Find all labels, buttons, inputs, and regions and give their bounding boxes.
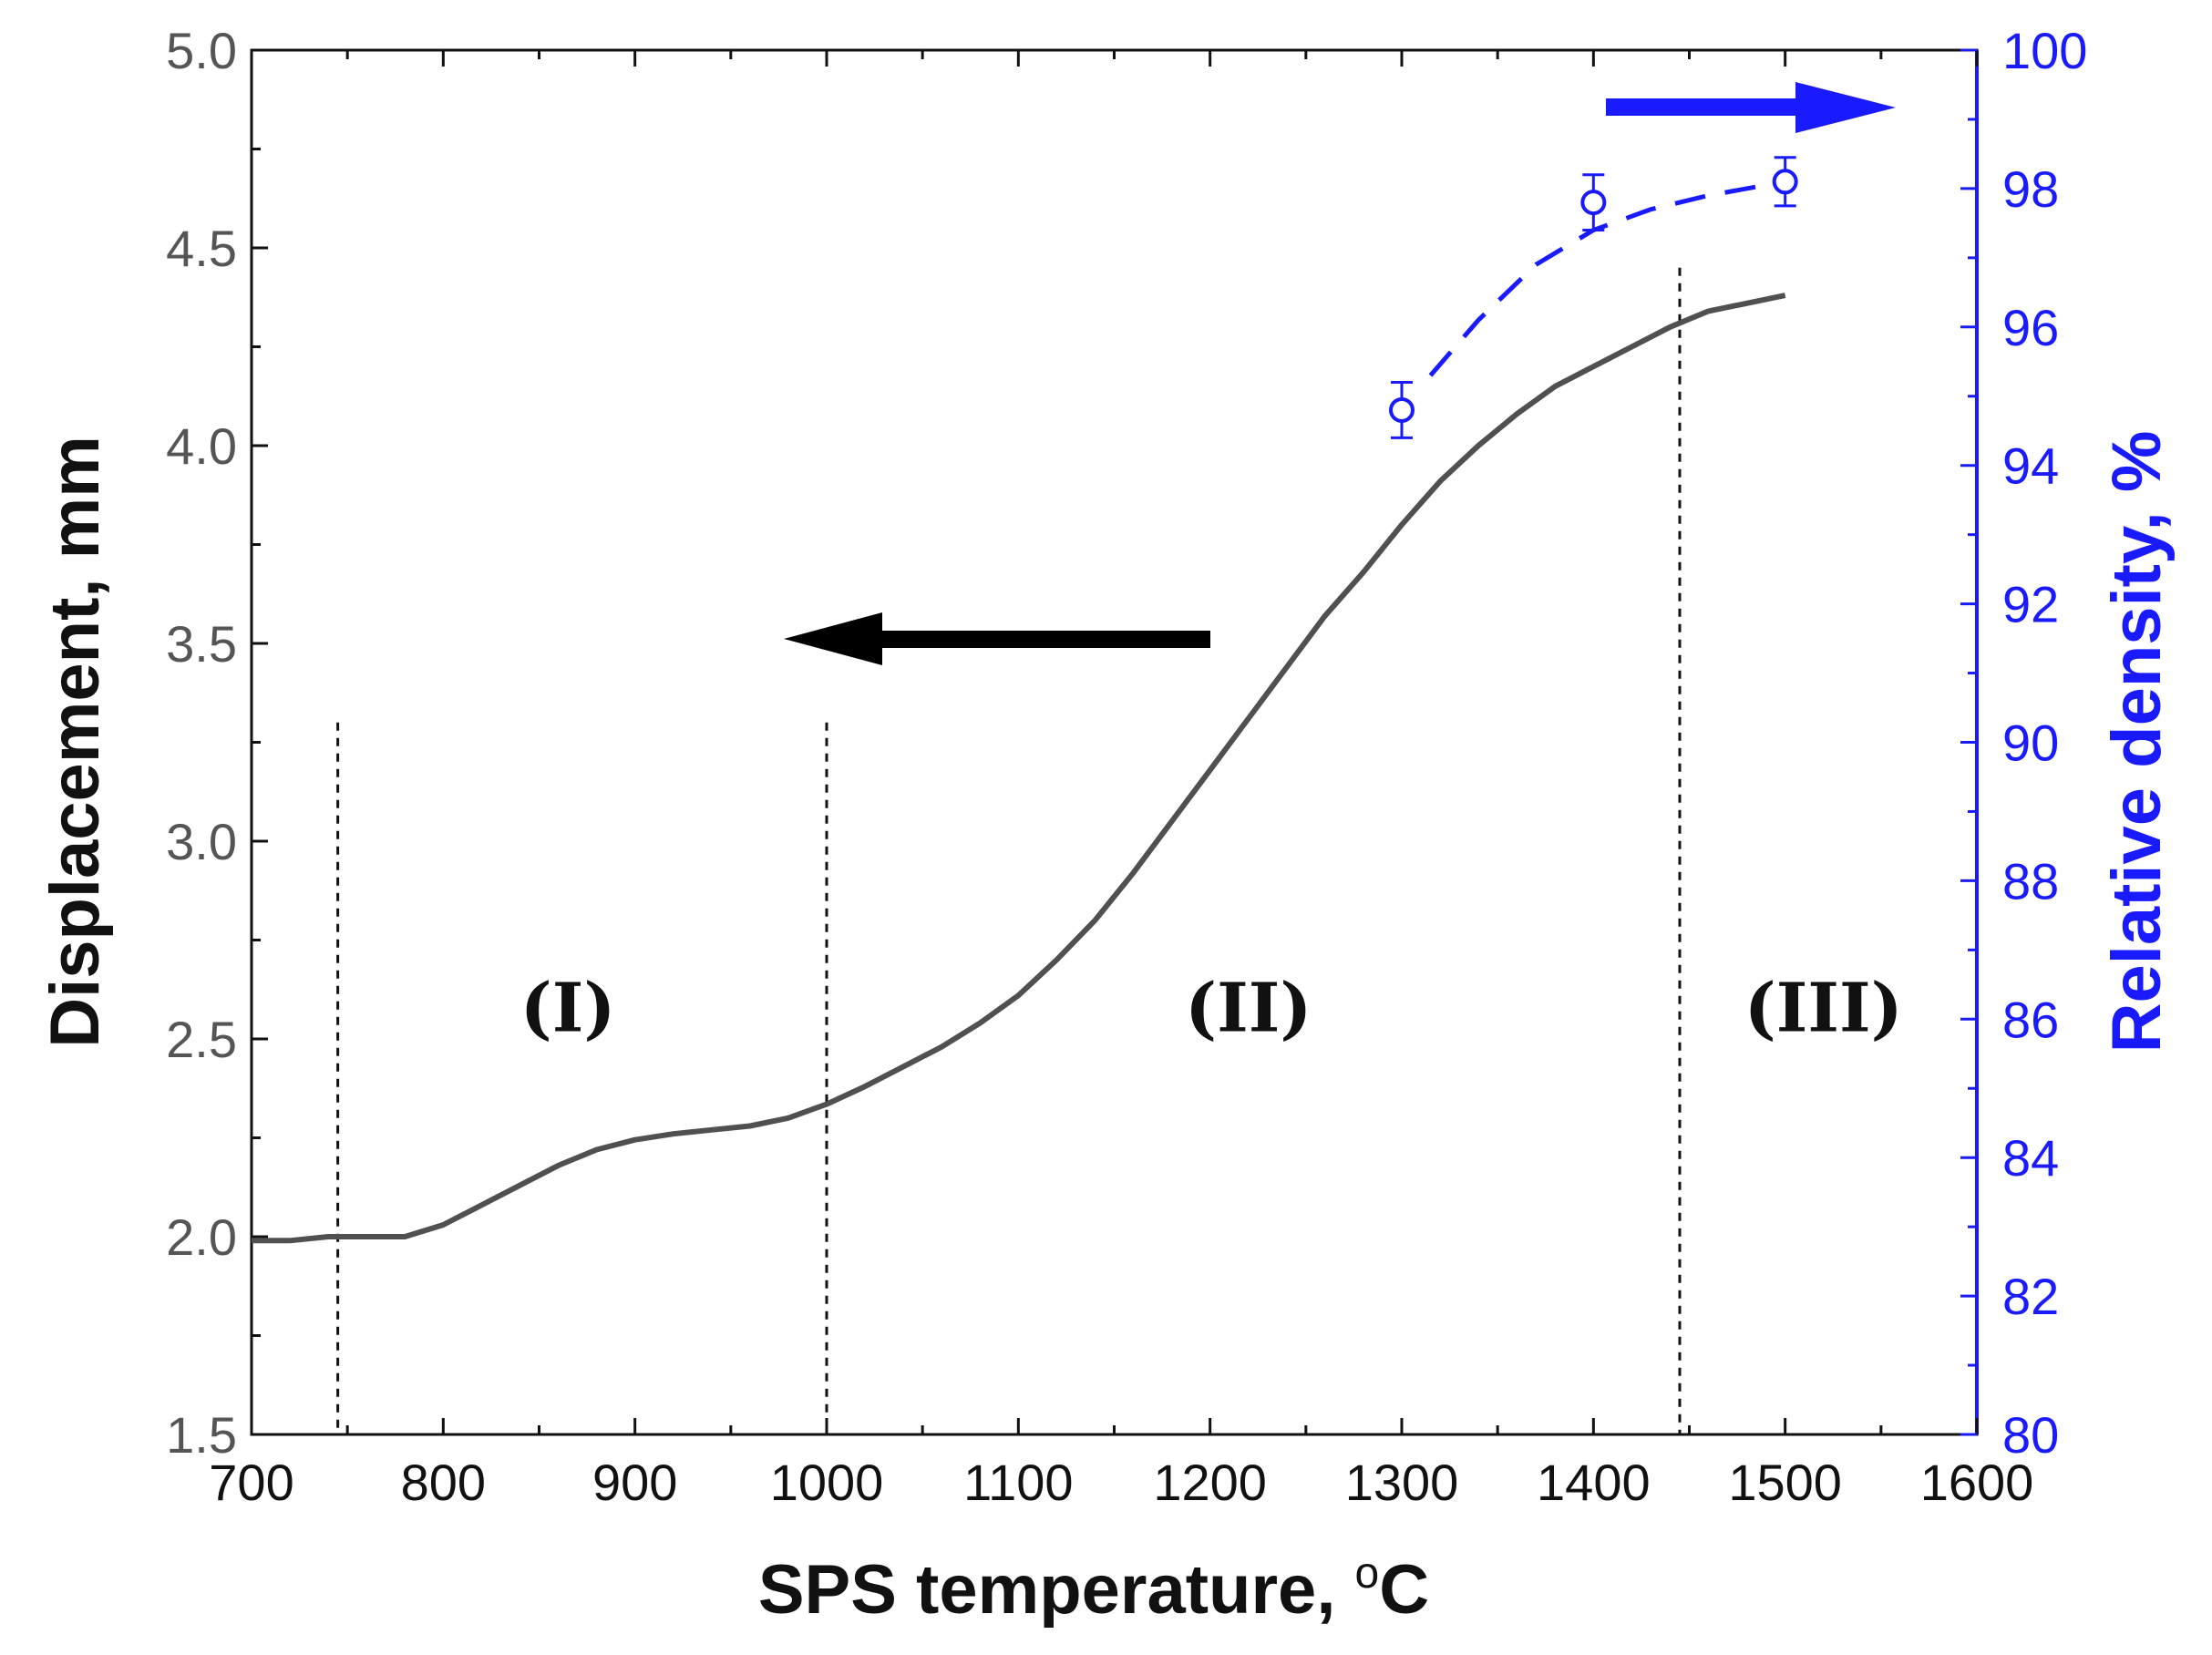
y-right-tick-label: 96 [2002,299,2059,356]
x-tick-label: 700 [209,1454,293,1511]
y-axis-right-title: Relative density, % [2098,431,2176,1054]
y-right-tick-label: 92 [2002,576,2059,633]
y-right-tick-label: 84 [2002,1129,2059,1187]
y-left-tick-label: 4.5 [166,220,237,277]
x-axis-title: SPS temperature, oC [758,1549,1429,1629]
plot-frame [250,48,1979,1436]
y-left-tick-label: 3.5 [166,615,237,673]
y-right-tick-label: 80 [2002,1406,2059,1464]
region-label-1: (I) [520,969,616,1047]
y-right-tick-label: 88 [2002,852,2059,910]
left-arrow-annotation [784,612,1210,665]
y-left-tick-label: 3.0 [166,813,237,870]
x-tick-label: 900 [592,1454,677,1511]
x-tick-label: 800 [401,1454,486,1511]
y-right-tick-label: 94 [2002,437,2059,495]
y-axis-left-title: Displacement, mm [36,436,114,1048]
y-right-tick-label: 98 [2002,160,2059,218]
right-arrow-annotation [1606,82,1896,133]
x-tick-label: 1400 [1537,1454,1651,1511]
displacement-curve [252,293,1786,1244]
density-point [1580,190,1607,216]
x-tick-label: 1200 [1153,1454,1267,1511]
y-left-tick-label: 1.5 [166,1406,237,1464]
density-point [1389,396,1415,423]
x-tick-label: 1500 [1728,1454,1842,1511]
x-tick-label: 1600 [1920,1454,2034,1511]
x-tick-label: 1100 [963,1454,1073,1511]
y-right-tick-label: 86 [2002,991,2059,1048]
x-tick-label: 1300 [1345,1454,1459,1511]
density-point [1772,169,1798,195]
region-label-3: (III) [1744,969,1903,1047]
y-left-tick-label: 4.0 [166,417,237,475]
x-tick-label: 1000 [770,1454,884,1511]
y-left-tick-label: 5.0 [166,22,237,79]
y-left-tick-label: 2.5 [166,1011,237,1068]
region-label-2: (II) [1185,969,1312,1047]
y-left-tick-label: 2.0 [166,1208,237,1266]
y-right-tick-label: 90 [2002,714,2059,772]
y-right-tick-label: 82 [2002,1268,2059,1325]
y-right-tick-label: 100 [2002,22,2087,79]
